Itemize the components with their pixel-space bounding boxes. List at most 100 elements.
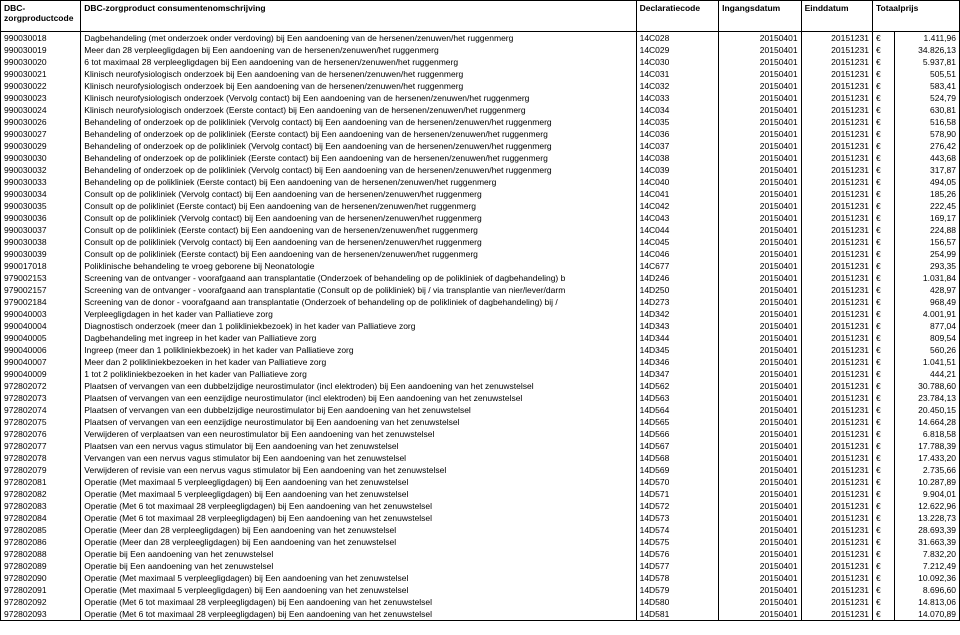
cell-code: 990030022 — [1, 80, 81, 92]
cell-decl: 14C038 — [636, 152, 719, 164]
cell-desc: Behandeling of onderzoek op de poliklini… — [81, 116, 636, 128]
cell-code: 990030030 — [1, 152, 81, 164]
cell-totaalprijs: 12.622,96 — [895, 500, 960, 512]
cell-ingang: 20150401 — [719, 500, 802, 512]
cell-totaalprijs: 6.818,58 — [895, 428, 960, 440]
cell-code: 972802075 — [1, 416, 81, 428]
cell-eind: 20151231 — [801, 200, 872, 212]
cell-currency-symbol: € — [872, 260, 894, 272]
cell-decl: 14D566 — [636, 428, 719, 440]
cell-desc: Operatie (Met 6 tot maximaal 28 verpleeg… — [81, 596, 636, 608]
cell-ingang: 20150401 — [719, 584, 802, 596]
table-row: 990030033Behandeling op de polikliniek (… — [1, 176, 960, 188]
cell-decl: 14D571 — [636, 488, 719, 500]
table-row: 972802074Plaatsen of vervangen van een d… — [1, 404, 960, 416]
cell-desc: Operatie (Met maximaal 5 verpleegligdage… — [81, 572, 636, 584]
table-row: 972802072Plaatsen of vervangen van een d… — [1, 380, 960, 392]
cell-decl: 14C045 — [636, 236, 719, 248]
cell-totaalprijs: 2.735,66 — [895, 464, 960, 476]
cell-totaalprijs: 14.813,06 — [895, 596, 960, 608]
col-header-code: DBC-zorgproductcode — [1, 1, 81, 32]
cell-code: 990030029 — [1, 140, 81, 152]
cell-desc: Behandeling of onderzoek op de poliklini… — [81, 128, 636, 140]
cell-eind: 20151231 — [801, 56, 872, 68]
table-row: 972802078Vervangen van een nervus vagus … — [1, 452, 960, 464]
cell-code: 979002153 — [1, 272, 81, 284]
cell-desc: Operatie bij Een aandoening van het zenu… — [81, 560, 636, 572]
table-row: 979002184Screening van de donor - vooraf… — [1, 296, 960, 308]
cell-currency-symbol: € — [872, 92, 894, 104]
cell-decl: 14D575 — [636, 536, 719, 548]
cell-code: 972802088 — [1, 548, 81, 560]
cell-desc: Klinisch neurofysiologisch onderzoek bij… — [81, 68, 636, 80]
cell-code: 972802078 — [1, 452, 81, 464]
cell-eind: 20151231 — [801, 320, 872, 332]
cell-eind: 20151231 — [801, 464, 872, 476]
cell-desc: Klinisch neurofysiologisch onderzoek (Ve… — [81, 92, 636, 104]
cell-currency-symbol: € — [872, 476, 894, 488]
cell-desc: Ingreep (meer dan 1 polikliniekbezoek) i… — [81, 344, 636, 356]
cell-eind: 20151231 — [801, 332, 872, 344]
cell-code: 972802086 — [1, 536, 81, 548]
cell-desc: Operatie (Meer dan 28 verpleegligdagen) … — [81, 524, 636, 536]
dbc-price-table: DBC-zorgproductcode DBC-zorgproduct cons… — [0, 0, 960, 621]
cell-code: 990030019 — [1, 44, 81, 56]
cell-ingang: 20150401 — [719, 140, 802, 152]
cell-desc: Diagnostisch onderzoek (meer dan 1 polik… — [81, 320, 636, 332]
cell-totaalprijs: 10.287,89 — [895, 476, 960, 488]
cell-decl: 14D569 — [636, 464, 719, 476]
cell-totaalprijs: 156,57 — [895, 236, 960, 248]
table-row: 990040003Verpleegligdagen in het kader v… — [1, 308, 960, 320]
cell-code: 972802076 — [1, 428, 81, 440]
cell-decl: 14C029 — [636, 44, 719, 56]
cell-eind: 20151231 — [801, 224, 872, 236]
cell-desc: Consult op de polikliniek (Vervolg conta… — [81, 212, 636, 224]
cell-ingang: 20150401 — [719, 188, 802, 200]
table-row: 972802076Verwijderen of verplaatsen van … — [1, 428, 960, 440]
table-row: 990030034Consult op de polikliniek (Verv… — [1, 188, 960, 200]
cell-totaalprijs: 560,26 — [895, 344, 960, 356]
cell-totaalprijs: 222,45 — [895, 200, 960, 212]
cell-desc: Operatie (Met 6 tot maximaal 28 verpleeg… — [81, 608, 636, 621]
cell-totaalprijs: 28.693,39 — [895, 524, 960, 536]
cell-eind: 20151231 — [801, 560, 872, 572]
table-row: 990030027Behandeling of onderzoek op de … — [1, 128, 960, 140]
table-row: 990030038Consult op de polikliniek (Verv… — [1, 236, 960, 248]
cell-desc: Consult op de polikliniek (Vervolg conta… — [81, 236, 636, 248]
cell-code: 990030034 — [1, 188, 81, 200]
cell-code: 972802073 — [1, 392, 81, 404]
cell-ingang: 20150401 — [719, 452, 802, 464]
cell-ingang: 20150401 — [719, 524, 802, 536]
cell-ingang: 20150401 — [719, 464, 802, 476]
cell-desc: Plaatsen of vervangen van een dubbelzijd… — [81, 380, 636, 392]
cell-decl: 14C677 — [636, 260, 719, 272]
cell-currency-symbol: € — [872, 212, 894, 224]
cell-decl: 14D573 — [636, 512, 719, 524]
cell-totaalprijs: 14.664,28 — [895, 416, 960, 428]
cell-ingang: 20150401 — [719, 308, 802, 320]
cell-eind: 20151231 — [801, 68, 872, 80]
cell-decl: 14D567 — [636, 440, 719, 452]
cell-decl: 14D565 — [636, 416, 719, 428]
cell-code: 990040006 — [1, 344, 81, 356]
cell-decl: 14D578 — [636, 572, 719, 584]
cell-decl: 14C043 — [636, 212, 719, 224]
cell-desc: Operatie (Meer dan 28 verpleegligdagen) … — [81, 536, 636, 548]
cell-currency-symbol: € — [872, 296, 894, 308]
col-header-ingang: Ingangsdatum — [719, 1, 802, 32]
cell-desc: Behandeling of onderzoek op de poliklini… — [81, 140, 636, 152]
cell-desc: Dagbehandeling met ingreep in het kader … — [81, 332, 636, 344]
table-row: 972802092Operatie (Met 6 tot maximaal 28… — [1, 596, 960, 608]
table-row: 990030024Klinisch neurofysiologisch onde… — [1, 104, 960, 116]
cell-ingang: 20150401 — [719, 284, 802, 296]
cell-totaalprijs: 17.788,39 — [895, 440, 960, 452]
cell-decl: 14D568 — [636, 452, 719, 464]
cell-decl: 14C028 — [636, 32, 719, 45]
cell-decl: 14D572 — [636, 500, 719, 512]
cell-totaalprijs: 10.092,36 — [895, 572, 960, 584]
cell-currency-symbol: € — [872, 332, 894, 344]
cell-totaalprijs: 169,17 — [895, 212, 960, 224]
cell-ingang: 20150401 — [719, 356, 802, 368]
cell-eind: 20151231 — [801, 152, 872, 164]
cell-eind: 20151231 — [801, 488, 872, 500]
